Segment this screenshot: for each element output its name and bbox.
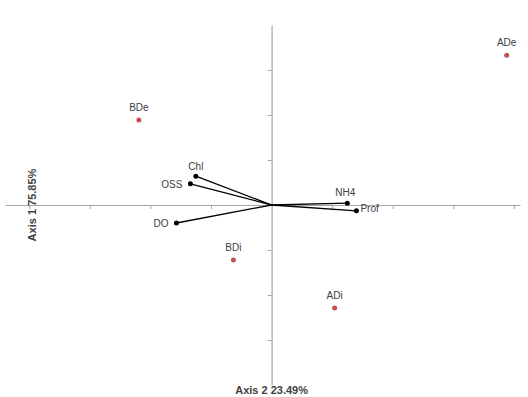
vector-tip <box>188 181 193 186</box>
x-axis-line <box>6 205 521 206</box>
y-tick-mark <box>268 250 272 251</box>
point <box>136 117 141 122</box>
vector-label: NH4 <box>335 187 355 198</box>
x-tick-mark <box>453 205 454 209</box>
vector-line <box>196 176 272 205</box>
plot-area <box>136 53 509 311</box>
vector-label: OSS <box>161 179 182 190</box>
y-tick-mark <box>268 295 272 296</box>
vector-tip <box>354 208 359 213</box>
vector-line <box>176 205 271 223</box>
y-tick <box>268 70 272 71</box>
x-axis-title: Axis 2 23.49% <box>235 384 308 396</box>
y-tick <box>268 115 272 116</box>
mark-labels: BDe ADe BDi ADi Chl OSS DO NH4 Prof <box>129 37 517 301</box>
vector-label: DO <box>153 218 168 229</box>
y-axis-title: Axis 1 75.85% <box>26 168 38 241</box>
x-tick-mark <box>90 205 91 209</box>
x-tick-mark <box>514 205 515 209</box>
y-tick <box>268 160 272 161</box>
point <box>332 306 337 311</box>
x-tick-mark <box>393 205 394 209</box>
vector-label: Prof <box>360 203 379 214</box>
point-label: ADi <box>327 290 343 301</box>
y-tick-mark <box>268 340 272 341</box>
point-label: BDe <box>129 102 149 113</box>
x-tick <box>453 205 454 209</box>
point <box>231 257 236 262</box>
vector-tip <box>174 221 179 226</box>
point-label: BDi <box>225 242 241 253</box>
y-tick-mark <box>268 160 272 161</box>
point-label: ADe <box>497 37 517 48</box>
vector-line <box>272 205 357 211</box>
x-tick <box>393 205 394 209</box>
x-tick-mark <box>211 205 212 209</box>
chart: BDe ADe BDi ADi Chl OSS DO NH4 Prof Axis 1 75.85%… <box>0 0 528 397</box>
vector-line <box>272 203 348 205</box>
vector-tip <box>193 174 198 179</box>
x-tick-mark <box>150 205 151 209</box>
y-tick-mark <box>268 70 272 71</box>
y-tick <box>268 340 272 341</box>
vector-tip <box>345 201 350 206</box>
y-tick <box>268 295 272 296</box>
y-tick-mark <box>268 115 272 116</box>
x-tick <box>514 205 515 209</box>
vector-line <box>190 184 271 205</box>
y-tick <box>268 250 272 251</box>
x-tick-mark <box>332 205 333 209</box>
point <box>504 53 509 58</box>
x-tick <box>211 205 212 209</box>
vector-label: Chl <box>188 161 203 172</box>
x-tick <box>150 205 151 209</box>
x-tick <box>332 205 333 209</box>
x-tick <box>90 205 91 209</box>
